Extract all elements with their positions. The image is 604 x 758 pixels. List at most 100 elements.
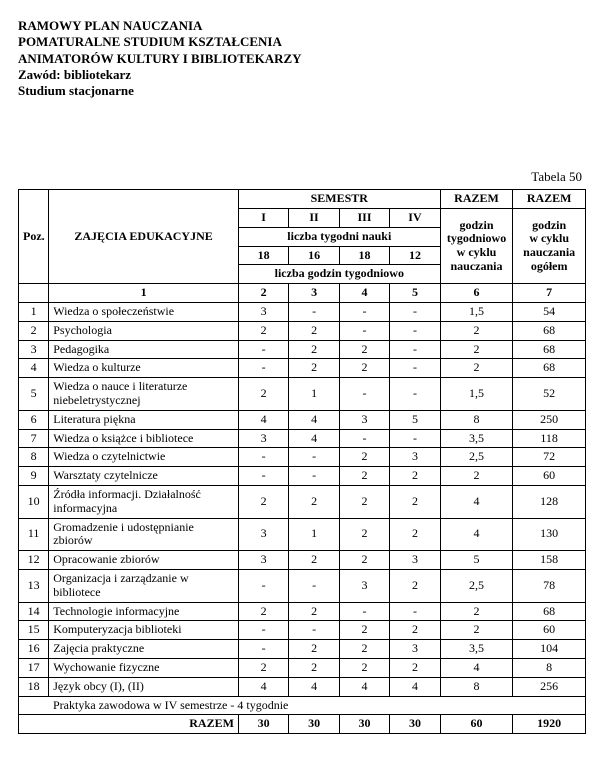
subject-cell: Język obcy (I), (II)	[49, 677, 239, 696]
header-hours-label: liczba godzin tygodniowo	[238, 265, 440, 284]
sem-cell: -	[390, 303, 440, 322]
table-row: 10Źródła informacji. Działalność informa…	[19, 486, 586, 519]
colnum-3: 3	[289, 284, 339, 303]
colnum-blank	[19, 284, 49, 303]
subject-cell: Organizacja i zarządzanie w bibliotece	[49, 569, 239, 602]
totals-s4: 30	[390, 715, 440, 734]
razem-total-sub2: w cyklu	[529, 231, 569, 245]
sem-cell: 4	[289, 429, 339, 448]
razem-week-sub1: godzin	[460, 218, 494, 232]
sem-cell: 2	[339, 467, 389, 486]
poz-cell: 2	[19, 321, 49, 340]
sem-cell: 2	[339, 640, 389, 659]
header-subject: ZAJĘCIA EDUKACYJNE	[49, 190, 239, 284]
header-weeks-2: 16	[289, 246, 339, 265]
sem-cell: 2	[339, 486, 389, 519]
sem-cell: 3	[390, 551, 440, 570]
sem-cell: 2	[390, 658, 440, 677]
razem-total-cell: 72	[513, 448, 586, 467]
totals-label: RAZEM	[19, 715, 239, 734]
curriculum-table: Poz. ZAJĘCIA EDUKACYJNE SEMESTR RAZEM RA…	[18, 189, 586, 734]
sem-cell: 1	[289, 378, 339, 411]
razem-week-cell: 2,5	[440, 569, 513, 602]
sem-cell: 5	[390, 410, 440, 429]
header-row-1: Poz. ZAJĘCIA EDUKACYJNE SEMESTR RAZEM RA…	[19, 190, 586, 209]
subject-cell: Literatura piękna	[49, 410, 239, 429]
sem-cell: 2	[390, 467, 440, 486]
table-row: 9Warsztaty czytelnicze--22260	[19, 467, 586, 486]
sem-cell: -	[390, 340, 440, 359]
poz-cell: 9	[19, 467, 49, 486]
subject-cell: Opracowanie zbiorów	[49, 551, 239, 570]
razem-week-cell: 4	[440, 518, 513, 551]
subject-cell: Wiedza o społeczeństwie	[49, 303, 239, 322]
razem-week-cell: 5	[440, 551, 513, 570]
sem-cell: -	[289, 303, 339, 322]
sem-cell: 2	[390, 569, 440, 602]
poz-cell: 11	[19, 518, 49, 551]
sem-cell: 2	[339, 658, 389, 677]
sem-cell: 2	[238, 378, 288, 411]
header-semester: SEMESTR	[238, 190, 440, 209]
table-row: 12Opracowanie zbiorów32235158	[19, 551, 586, 570]
header-weeks-1: 18	[238, 246, 288, 265]
sem-cell: 2	[339, 340, 389, 359]
razem-week-sub3: w cyklu	[457, 245, 497, 259]
heading-line-5: Studium stacjonarne	[18, 83, 586, 99]
razem-total-cell: 60	[513, 621, 586, 640]
totals-rt: 1920	[513, 715, 586, 734]
subject-cell: Warsztaty czytelnicze	[49, 467, 239, 486]
sem-cell: -	[390, 429, 440, 448]
header-sem-3: III	[339, 209, 389, 228]
page-root: RAMOWY PLAN NAUCZANIA POMATURALNE STUDIU…	[0, 0, 604, 758]
sem-cell: 2	[289, 486, 339, 519]
header-weeks-4: 12	[390, 246, 440, 265]
sem-cell: -	[238, 448, 288, 467]
sem-cell: 2	[390, 486, 440, 519]
colnum-4: 4	[339, 284, 389, 303]
razem-total-cell: 60	[513, 467, 586, 486]
sem-cell: -	[238, 640, 288, 659]
subject-cell: Psychologia	[49, 321, 239, 340]
sem-cell: -	[390, 359, 440, 378]
header-weeks-label: liczba tygodni nauki	[238, 227, 440, 246]
sem-cell: -	[390, 602, 440, 621]
table-row: 1Wiedza o społeczeństwie3---1,554	[19, 303, 586, 322]
sem-cell: 2	[289, 602, 339, 621]
razem-week-cell: 4	[440, 658, 513, 677]
header-weeks-3: 18	[339, 246, 389, 265]
sem-cell: -	[238, 340, 288, 359]
razem-total-cell: 118	[513, 429, 586, 448]
sem-cell: -	[339, 303, 389, 322]
sem-cell: 4	[238, 677, 288, 696]
totals-s3: 30	[339, 715, 389, 734]
subject-cell: Wychowanie fizyczne	[49, 658, 239, 677]
poz-cell: 7	[19, 429, 49, 448]
razem-week-cell: 2,5	[440, 448, 513, 467]
razem-week-cell: 2	[440, 359, 513, 378]
sem-cell: -	[238, 467, 288, 486]
heading-line-2: POMATURALNE STUDIUM KSZTAŁCENIA	[18, 34, 586, 50]
sem-cell: -	[339, 378, 389, 411]
subject-cell: Gromadzenie i udostępnianie zbiorów	[49, 518, 239, 551]
practice-note: Praktyka zawodowa w IV semestrze - 4 tyg…	[19, 696, 586, 715]
sem-cell: -	[289, 621, 339, 640]
razem-week-cell: 1,5	[440, 378, 513, 411]
sem-cell: 3	[238, 518, 288, 551]
poz-cell: 1	[19, 303, 49, 322]
table-label: Tabela 50	[18, 169, 586, 185]
sem-cell: -	[390, 378, 440, 411]
sem-cell: -	[390, 321, 440, 340]
sem-cell: -	[238, 359, 288, 378]
razem-week-cell: 2	[440, 340, 513, 359]
sem-cell: 2	[289, 640, 339, 659]
razem-week-cell: 4	[440, 486, 513, 519]
sem-cell: -	[238, 621, 288, 640]
poz-cell: 14	[19, 602, 49, 621]
table-row: 11Gromadzenie i udostępnianie zbiorów312…	[19, 518, 586, 551]
poz-cell: 18	[19, 677, 49, 696]
sem-cell: 2	[238, 602, 288, 621]
sem-cell: 1	[289, 518, 339, 551]
sem-cell: -	[289, 569, 339, 602]
razem-week-cell: 2	[440, 621, 513, 640]
